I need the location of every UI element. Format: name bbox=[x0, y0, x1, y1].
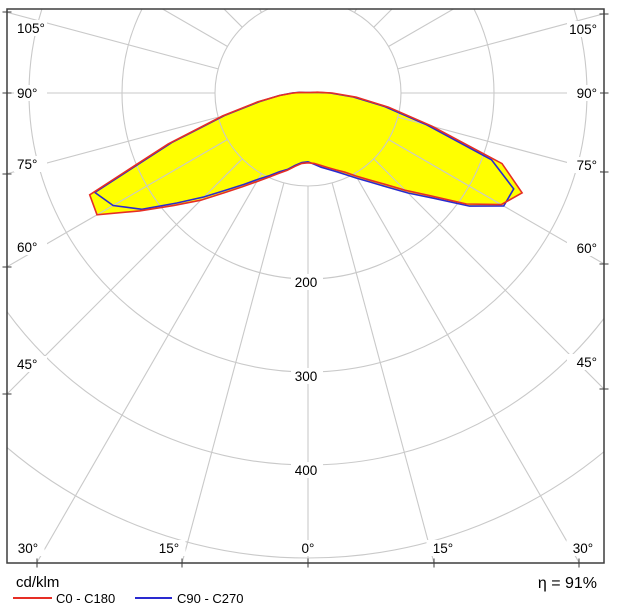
label-box bbox=[567, 21, 600, 37]
grid-radial bbox=[7, 139, 228, 268]
legend-item-c0-c180: C0 - C180 bbox=[13, 591, 115, 606]
angle-label: 45° bbox=[577, 355, 597, 370]
angle-label: 90° bbox=[17, 86, 37, 101]
unit-label: cd/klm bbox=[16, 574, 59, 591]
grid-radial bbox=[258, 9, 262, 13]
fill-layer bbox=[89, 92, 523, 215]
angle-label: 30° bbox=[573, 541, 593, 556]
label-layer: 105° 90° 75° 60° 45° 105° 90° 75° 60° 45° 30° 15° 0°… bbox=[11, 20, 600, 556]
label-box bbox=[567, 354, 600, 370]
grid-radial bbox=[388, 139, 604, 265]
radial-value-label: 400 bbox=[295, 463, 318, 478]
grid-radial bbox=[7, 11, 219, 70]
label-box bbox=[291, 540, 325, 556]
curve-layer bbox=[88, 91, 524, 216]
angle-label: 105° bbox=[569, 22, 597, 37]
label-box bbox=[567, 240, 600, 256]
legend-label-c90-c270: C90 - C270 bbox=[177, 591, 243, 606]
angle-label: 15° bbox=[433, 541, 453, 556]
angle-label: 90° bbox=[577, 86, 597, 101]
label-box bbox=[291, 368, 323, 384]
efficiency-label: η = 91% bbox=[538, 575, 597, 592]
label-box bbox=[566, 540, 600, 556]
grid-radial bbox=[397, 13, 604, 70]
radial-value-label: 200 bbox=[295, 275, 318, 290]
angle-label: 30° bbox=[18, 541, 38, 556]
grid-radial bbox=[332, 0, 494, 3]
legend-label-c0-c180: C0 - C180 bbox=[56, 591, 115, 606]
label-box bbox=[11, 540, 45, 556]
label-box bbox=[426, 540, 460, 556]
angle-label: 0° bbox=[302, 541, 315, 556]
label-box bbox=[291, 462, 323, 478]
plot-border bbox=[6, 8, 605, 564]
angle-label: 75° bbox=[17, 157, 37, 172]
grid-radial bbox=[354, 9, 358, 13]
grid-radial bbox=[122, 0, 284, 3]
label-box bbox=[567, 157, 600, 173]
label-box bbox=[291, 274, 323, 290]
tick-layer bbox=[2, 11, 609, 568]
label-box bbox=[152, 540, 186, 556]
angle-label: 15° bbox=[159, 541, 179, 556]
angle-label: 45° bbox=[17, 357, 37, 372]
angle-label: 60° bbox=[577, 241, 597, 256]
radial-value-label: 300 bbox=[295, 369, 318, 384]
grid-radial bbox=[7, 158, 243, 395]
grid-radial bbox=[7, 116, 219, 175]
label-box bbox=[14, 85, 47, 101]
grid-radial bbox=[181, 182, 285, 563]
legend-item-c90-c270: C90 - C270 bbox=[135, 591, 243, 606]
angle-label: 105° bbox=[17, 21, 45, 36]
grid-radial bbox=[36, 173, 262, 563]
grid-radial bbox=[373, 158, 604, 390]
angle-label: 60° bbox=[17, 240, 37, 255]
legend: C0 - C180 C90 - C270 bbox=[13, 591, 243, 606]
curve-c0-c180 bbox=[88, 91, 524, 216]
label-box bbox=[14, 156, 47, 172]
grid-radial bbox=[354, 173, 580, 563]
label-box bbox=[14, 239, 47, 255]
label-box bbox=[14, 20, 47, 36]
label-box bbox=[14, 356, 47, 372]
label-box bbox=[567, 85, 600, 101]
grid-radial bbox=[331, 182, 435, 563]
grid-radial bbox=[397, 116, 604, 173]
angle-label: 75° bbox=[577, 158, 597, 173]
grid-circle bbox=[7, 310, 604, 466]
ldc-fill bbox=[94, 92, 514, 210]
